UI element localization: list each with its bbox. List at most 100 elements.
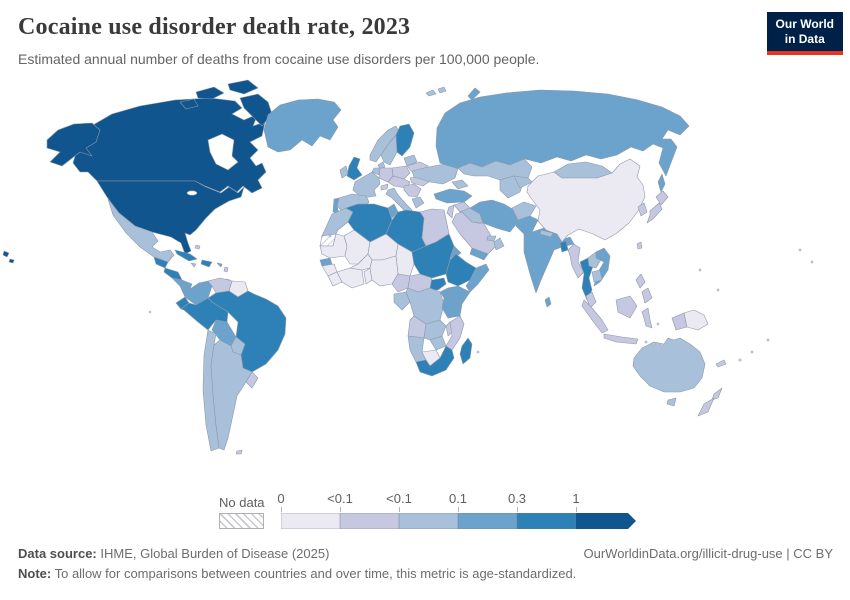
country-argentina[interactable] <box>210 339 253 451</box>
country-new-zealand-north[interactable] <box>711 387 723 401</box>
page-title: Cocaine use disorder death rate, 2023 <box>18 14 411 40</box>
legend-tick-4 <box>517 507 518 512</box>
country-korea[interactable] <box>637 202 648 217</box>
country-canada[interactable] <box>72 97 267 194</box>
country-cuba[interactable] <box>174 249 198 262</box>
country-israel-jordan[interactable] <box>446 204 455 219</box>
country-greece[interactable] <box>411 196 425 209</box>
country-gabon-congo[interactable] <box>393 291 411 311</box>
country-philippines-south[interactable] <box>641 287 653 304</box>
country-taiwan[interactable] <box>636 241 643 250</box>
legend-tick-label-3: 0.1 <box>448 491 468 506</box>
country-south-africa[interactable] <box>415 345 455 377</box>
legend-segment-2[interactable] <box>399 513 458 529</box>
country-ireland[interactable] <box>339 165 349 179</box>
country-denmark[interactable] <box>377 161 386 170</box>
country-costa-rica-panama[interactable] <box>171 277 193 290</box>
country-madagascar[interactable] <box>459 337 473 365</box>
country-portugal[interactable] <box>332 197 340 215</box>
country-tanzania[interactable] <box>441 293 463 319</box>
country-finland[interactable] <box>395 123 415 157</box>
legend-segment-1[interactable] <box>340 513 399 529</box>
country-venezuela[interactable] <box>207 277 233 294</box>
country-oman[interactable] <box>493 237 505 251</box>
footer-attribution[interactable]: OurWorldinData.org/illicit-drug-use | CC… <box>583 546 834 561</box>
country-usa-alaska[interactable] <box>46 122 101 167</box>
country-somalia[interactable] <box>465 263 490 293</box>
country-lesser-antilles[interactable] <box>223 266 229 273</box>
country-canada-arctic-3[interactable] <box>179 98 199 110</box>
country-papua-new-guinea[interactable] <box>683 309 709 331</box>
country-namibia[interactable] <box>407 335 427 363</box>
country-greenland[interactable] <box>263 98 342 153</box>
legend-tick-2 <box>399 507 400 512</box>
country-java[interactable] <box>603 333 639 345</box>
country-svalbard[interactable] <box>425 89 437 97</box>
country-brazil[interactable] <box>207 290 287 373</box>
country-borneo[interactable] <box>615 295 638 319</box>
country-russia-sakhalin[interactable] <box>657 173 666 193</box>
country-japan-south[interactable] <box>646 202 663 224</box>
country-bahamas[interactable] <box>194 244 201 250</box>
country-balkans[interactable] <box>403 183 422 198</box>
country-nepal[interactable] <box>539 229 554 238</box>
country-falkland[interactable] <box>235 449 243 455</box>
country-egypt[interactable] <box>419 208 450 247</box>
country-senegal[interactable] <box>319 257 333 267</box>
country-cote-divoire-ghana[interactable] <box>336 267 365 289</box>
country-united-kingdom[interactable] <box>346 156 363 181</box>
country-turkey[interactable] <box>433 188 473 204</box>
legend-segment-3[interactable] <box>458 513 517 529</box>
country-malaysia[interactable] <box>585 291 597 309</box>
footer-source-text: IHME, Global Burden of Disease (2025) <box>96 546 330 561</box>
country-sumatra[interactable] <box>581 299 609 334</box>
country-sulawesi[interactable] <box>641 307 653 329</box>
country-nigeria[interactable] <box>369 255 399 287</box>
country-sri-lanka[interactable] <box>544 296 552 308</box>
country-australia[interactable] <box>632 337 706 393</box>
country-russia-novaya-zemlya[interactable] <box>467 87 481 101</box>
owid-logo-line1: Our World <box>775 17 834 31</box>
country-india[interactable] <box>523 227 575 294</box>
country-japan-north[interactable] <box>655 190 669 206</box>
country-china[interactable] <box>526 158 646 243</box>
country-peru[interactable] <box>180 297 229 331</box>
country-baltics[interactable] <box>403 154 418 167</box>
legend-segment-0[interactable] <box>281 513 340 529</box>
country-new-caledonia[interactable] <box>715 359 727 368</box>
legend-segment-4[interactable] <box>517 513 576 529</box>
country-puerto-rico[interactable] <box>216 262 223 268</box>
chart-subtitle: Estimated annual number of deaths from c… <box>18 51 540 67</box>
country-france[interactable] <box>352 171 381 199</box>
country-tasmania[interactable] <box>666 397 677 407</box>
country-hawaii[interactable] <box>2 250 10 258</box>
country-yemen[interactable] <box>469 247 489 261</box>
country-philippines-north[interactable] <box>635 273 646 289</box>
country-uruguay[interactable] <box>245 371 259 389</box>
legend-segment-5[interactable] <box>576 513 636 529</box>
country-new-zealand-south[interactable] <box>697 397 715 417</box>
country-uae-qatar[interactable] <box>486 235 497 242</box>
country-ukraine[interactable] <box>411 163 459 185</box>
country-canada-arctic-1[interactable] <box>195 86 225 100</box>
country-jamaica[interactable] <box>190 262 197 268</box>
country-hawaii-2[interactable] <box>8 258 15 264</box>
country-switzerland[interactable] <box>380 183 389 191</box>
country-afghanistan[interactable] <box>511 201 537 221</box>
hudson-bay <box>207 133 239 171</box>
country-russia[interactable] <box>435 89 690 177</box>
legend-no-data-swatch[interactable] <box>219 513 264 529</box>
country-cambodia[interactable] <box>591 269 603 283</box>
country-benelux[interactable] <box>371 167 381 176</box>
country-svalbard-2[interactable] <box>437 86 447 94</box>
country-mexico[interactable] <box>107 198 175 263</box>
footer-source-label: Data source: <box>18 546 97 561</box>
country-hispaniola[interactable] <box>200 259 213 268</box>
country-canada-arctic-2[interactable] <box>227 79 259 95</box>
legend-bar[interactable]: 0 <0.1 <0.1 0.1 0.3 1 <box>277 491 636 529</box>
country-kazakhstan[interactable] <box>457 158 533 181</box>
country-caucasus[interactable] <box>451 179 469 190</box>
country-mozambique[interactable] <box>445 315 465 351</box>
